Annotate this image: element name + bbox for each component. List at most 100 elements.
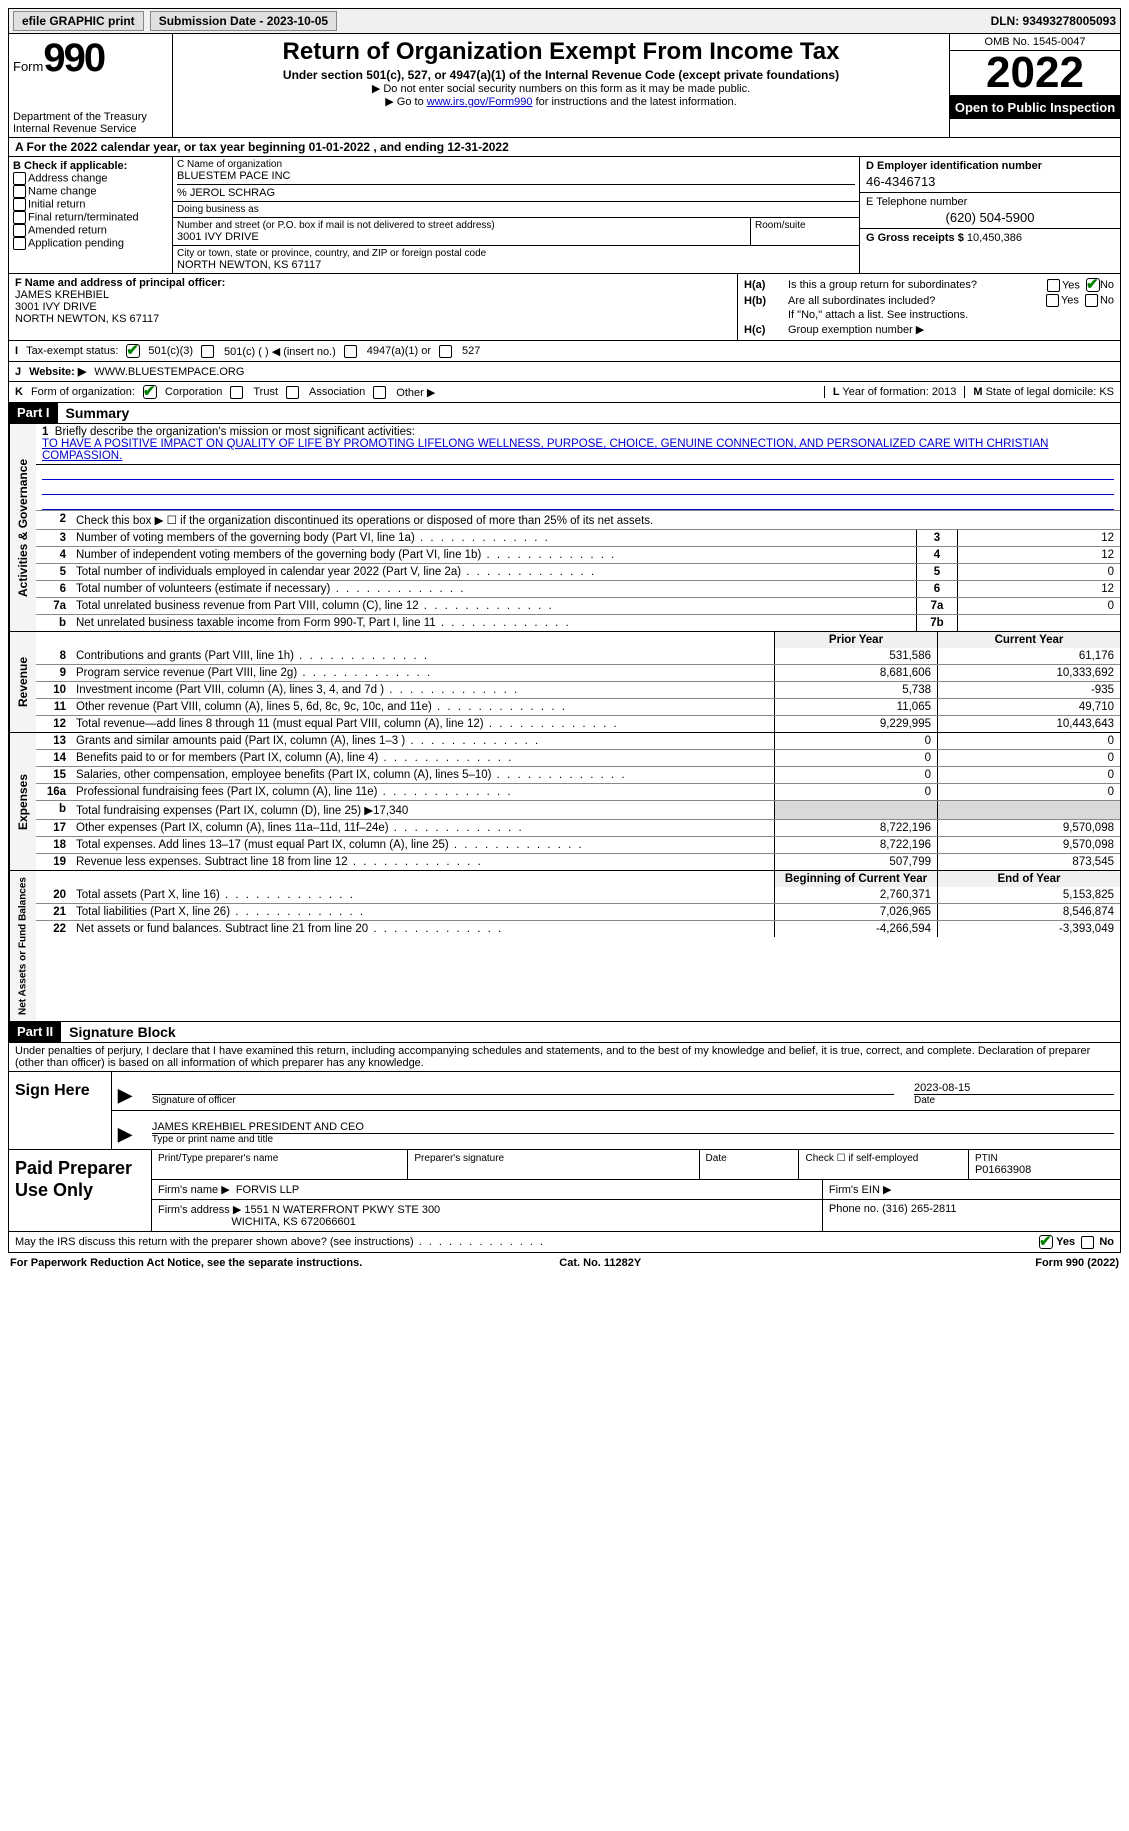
dba-label: Doing business as (177, 204, 855, 215)
gross-label: G Gross receipts $ (866, 232, 964, 244)
website-value: WWW.BLUESTEMPACE.ORG (94, 366, 244, 378)
hb-yes[interactable]: Yes (1061, 294, 1079, 306)
i-label: I (15, 345, 18, 357)
l3-val: 12 (957, 530, 1120, 546)
part1-header: Part I Summary (8, 403, 1121, 424)
l7a-val: 0 (957, 598, 1120, 614)
row-desc: Net assets or fund balances. Subtract li… (72, 921, 774, 937)
vtab-revenue: Revenue (9, 632, 36, 732)
care-of: % JEROL SCHRAG (177, 184, 855, 199)
hb-no[interactable]: No (1100, 294, 1114, 306)
opt-corp: Corporation (165, 386, 222, 398)
irs-label: Internal Revenue Service (13, 123, 168, 135)
chk-501c3[interactable] (126, 344, 140, 358)
j-label: J (15, 366, 21, 378)
row-num: 20 (36, 887, 72, 903)
prior-year-val: 0 (774, 750, 937, 766)
ssn-note: ▶ Do not enter social security numbers o… (179, 82, 943, 95)
line-i: I Tax-exempt status: 501(c)(3) 501(c) ( … (8, 341, 1121, 362)
pdate-label: Date (706, 1153, 793, 1164)
prior-year-val: 0 (774, 767, 937, 783)
row-num: 13 (36, 733, 72, 749)
table-row: 16aProfessional fundraising fees (Part I… (36, 783, 1120, 800)
table-row: 18Total expenses. Add lines 13–17 (must … (36, 836, 1120, 853)
phone-value: (620) 504-5900 (866, 208, 1114, 225)
prior-year-val: 8,722,196 (774, 820, 937, 836)
current-year-val: 0 (937, 733, 1120, 749)
chk-amended[interactable]: Amended return (28, 224, 107, 236)
goto-note: ▶ Go to www.irs.gov/Form990 for instruct… (179, 95, 943, 108)
sig-officer-label: Signature of officer (152, 1095, 894, 1106)
table-row: 12Total revenue—add lines 8 through 11 (… (36, 715, 1120, 732)
ha-no: No (1100, 279, 1114, 291)
l7a-desc: Total unrelated business revenue from Pa… (72, 598, 916, 614)
discuss-yes-check[interactable] (1039, 1235, 1053, 1249)
chk-pending[interactable]: Application pending (28, 237, 124, 249)
row-num: 11 (36, 699, 72, 715)
prior-year-val: -4,266,594 (774, 921, 937, 937)
efile-print-button[interactable]: efile GRAPHIC print (13, 11, 144, 31)
psig-label: Preparer's signature (414, 1153, 692, 1164)
faddr2: WICHITA, KS 672066601 (231, 1216, 356, 1228)
prior-year-val: 2,760,371 (774, 887, 937, 903)
begin-year-hdr: Beginning of Current Year (774, 871, 937, 887)
l7b-num: 7b (916, 615, 957, 631)
m-label: M (973, 386, 982, 398)
vtab-activities: Activities & Governance (9, 424, 36, 631)
prior-year-val: 531,586 (774, 648, 937, 664)
row-desc: Total liabilities (Part X, line 26) (72, 904, 774, 920)
chk-name[interactable]: Name change (28, 185, 97, 197)
row-num: 14 (36, 750, 72, 766)
opt-527: 527 (462, 345, 480, 357)
l3-desc: Number of voting members of the governin… (72, 530, 916, 546)
q1-text: Briefly describe the organization's miss… (55, 426, 415, 438)
current-year-hdr: Current Year (937, 632, 1120, 648)
discuss-row: May the IRS discuss this return with the… (8, 1232, 1121, 1253)
l5-num: 5 (916, 564, 957, 580)
preparer-title: Paid Preparer Use Only (9, 1150, 152, 1231)
opt-assoc: Association (309, 386, 365, 398)
org-name: BLUESTEM PACE INC (177, 170, 855, 182)
prior-year-val: 8,722,196 (774, 837, 937, 853)
line-j: J Website: ▶ WWW.BLUESTEMPACE.ORG (8, 362, 1121, 382)
current-year-val: -3,393,049 (937, 921, 1120, 937)
prior-year-val: 8,681,606 (774, 665, 937, 681)
fphone: (316) 265-2811 (882, 1203, 956, 1215)
chk-corp[interactable] (143, 385, 157, 399)
arrow-icon-2: ▶ (118, 1124, 132, 1145)
ha-yes[interactable]: Yes (1062, 279, 1080, 291)
ein-label-p: Firm's EIN ▶ (829, 1184, 892, 1196)
part2-label: Part II (9, 1022, 61, 1042)
pname-label: Print/Type preparer's name (158, 1153, 401, 1164)
form-title: Return of Organization Exempt From Incom… (179, 38, 943, 66)
faddr-label: Firm's address ▶ (158, 1204, 241, 1216)
row-desc: Total fundraising expenses (Part IX, col… (72, 801, 774, 819)
table-row: bTotal fundraising expenses (Part IX, co… (36, 800, 1120, 819)
current-year-val: 5,153,825 (937, 887, 1120, 903)
row-desc: Salaries, other compensation, employee b… (72, 767, 774, 783)
street-label: Number and street (or P.O. box if mail i… (177, 220, 746, 231)
prior-year-val: 0 (774, 733, 937, 749)
m-text: State of legal domicile: KS (986, 386, 1114, 398)
irs-link[interactable]: www.irs.gov/Form990 (427, 96, 533, 108)
chk-address[interactable]: Address change (28, 172, 108, 184)
prior-year-val: 9,229,995 (774, 716, 937, 732)
l4-num: 4 (916, 547, 957, 563)
ha-no-check[interactable] (1086, 278, 1100, 292)
current-year-val: -935 (937, 682, 1120, 698)
row-num: 16a (36, 784, 72, 800)
j-text: Website: ▶ (29, 365, 86, 378)
sig-name: JAMES KREHBIEL PRESIDENT AND CEO (152, 1121, 1114, 1134)
table-row: 10Investment income (Part VIII, column (… (36, 681, 1120, 698)
dln-number: DLN: 93493278005093 (991, 14, 1116, 28)
current-year-val: 0 (937, 784, 1120, 800)
row-desc: Benefits paid to or for members (Part IX… (72, 750, 774, 766)
chk-initial[interactable]: Initial return (28, 198, 85, 210)
form-number: 990 (43, 36, 104, 81)
chk-final[interactable]: Final return/terminated (28, 211, 139, 223)
ein-value: 46-4346713 (866, 172, 1114, 189)
goto-prefix: ▶ Go to (385, 96, 426, 108)
current-year-val: 10,333,692 (937, 665, 1120, 681)
l6-val: 12 (957, 581, 1120, 597)
table-row: 19Revenue less expenses. Subtract line 1… (36, 853, 1120, 870)
